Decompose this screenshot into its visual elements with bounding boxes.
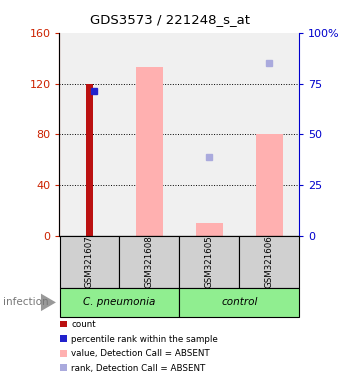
Text: GSM321606: GSM321606 — [265, 236, 274, 288]
Text: GSM321605: GSM321605 — [205, 236, 214, 288]
Text: GSM321608: GSM321608 — [145, 236, 154, 288]
Text: GSM321607: GSM321607 — [85, 236, 94, 288]
Text: C. pneumonia: C. pneumonia — [83, 297, 156, 308]
Bar — [59, 236, 119, 288]
Polygon shape — [41, 294, 56, 311]
Bar — [119, 236, 180, 288]
Text: count: count — [71, 320, 96, 329]
Text: infection: infection — [3, 297, 49, 308]
Text: rank, Detection Call = ABSENT: rank, Detection Call = ABSENT — [71, 364, 206, 373]
Bar — [136, 67, 163, 236]
Bar — [59, 288, 180, 317]
Bar — [256, 134, 283, 236]
Text: value, Detection Call = ABSENT: value, Detection Call = ABSENT — [71, 349, 210, 358]
Bar — [180, 288, 299, 317]
Bar — [61, 350, 67, 357]
Bar — [180, 236, 239, 288]
Bar — [61, 364, 67, 371]
Text: percentile rank within the sample: percentile rank within the sample — [71, 334, 218, 344]
Text: control: control — [221, 297, 257, 308]
Bar — [196, 223, 223, 236]
Bar — [61, 321, 67, 328]
Text: GDS3573 / 221248_s_at: GDS3573 / 221248_s_at — [90, 13, 250, 26]
Bar — [239, 236, 299, 288]
Bar — [61, 335, 67, 342]
Bar — [86, 84, 93, 236]
